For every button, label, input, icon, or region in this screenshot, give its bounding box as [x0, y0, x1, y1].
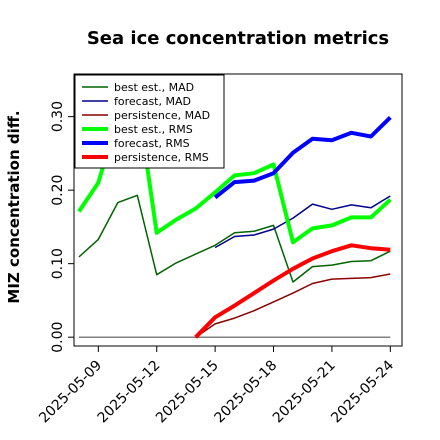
- y-axis-label: MIZ concentration diff.: [5, 110, 23, 303]
- series-line-5: [194, 243, 391, 339]
- y-tick-label-3: 0.30: [50, 101, 66, 132]
- y-tick-label-2: 0.20: [50, 175, 66, 206]
- legend-label-0: best est., MAD: [114, 81, 194, 94]
- chart-title: Sea ice concentration metrics: [87, 28, 389, 49]
- plot-area: [73, 73, 403, 347]
- y-tick-label-1: 0.10: [50, 248, 66, 279]
- legend-label-5: persistence, RMS: [114, 151, 209, 164]
- legend-label-2: persistence, MAD: [114, 109, 210, 122]
- series-line-0: [78, 194, 391, 283]
- legend-label-4: forecast, RMS: [114, 137, 190, 150]
- series-group: [77, 96, 392, 339]
- y-tick-label-0: 0.00: [50, 322, 66, 353]
- legend-label-1: forecast, MAD: [114, 95, 191, 108]
- legend-frame: [74, 74, 225, 169]
- series-line-2: [195, 273, 391, 338]
- series-line-4: [213, 115, 392, 200]
- legend-label-3: best est., RMS: [114, 123, 193, 136]
- plot-frame: [73, 73, 403, 347]
- y-axis: 0.00 0.10 0.20 0.30: [50, 101, 74, 353]
- series-line-1: [214, 195, 391, 249]
